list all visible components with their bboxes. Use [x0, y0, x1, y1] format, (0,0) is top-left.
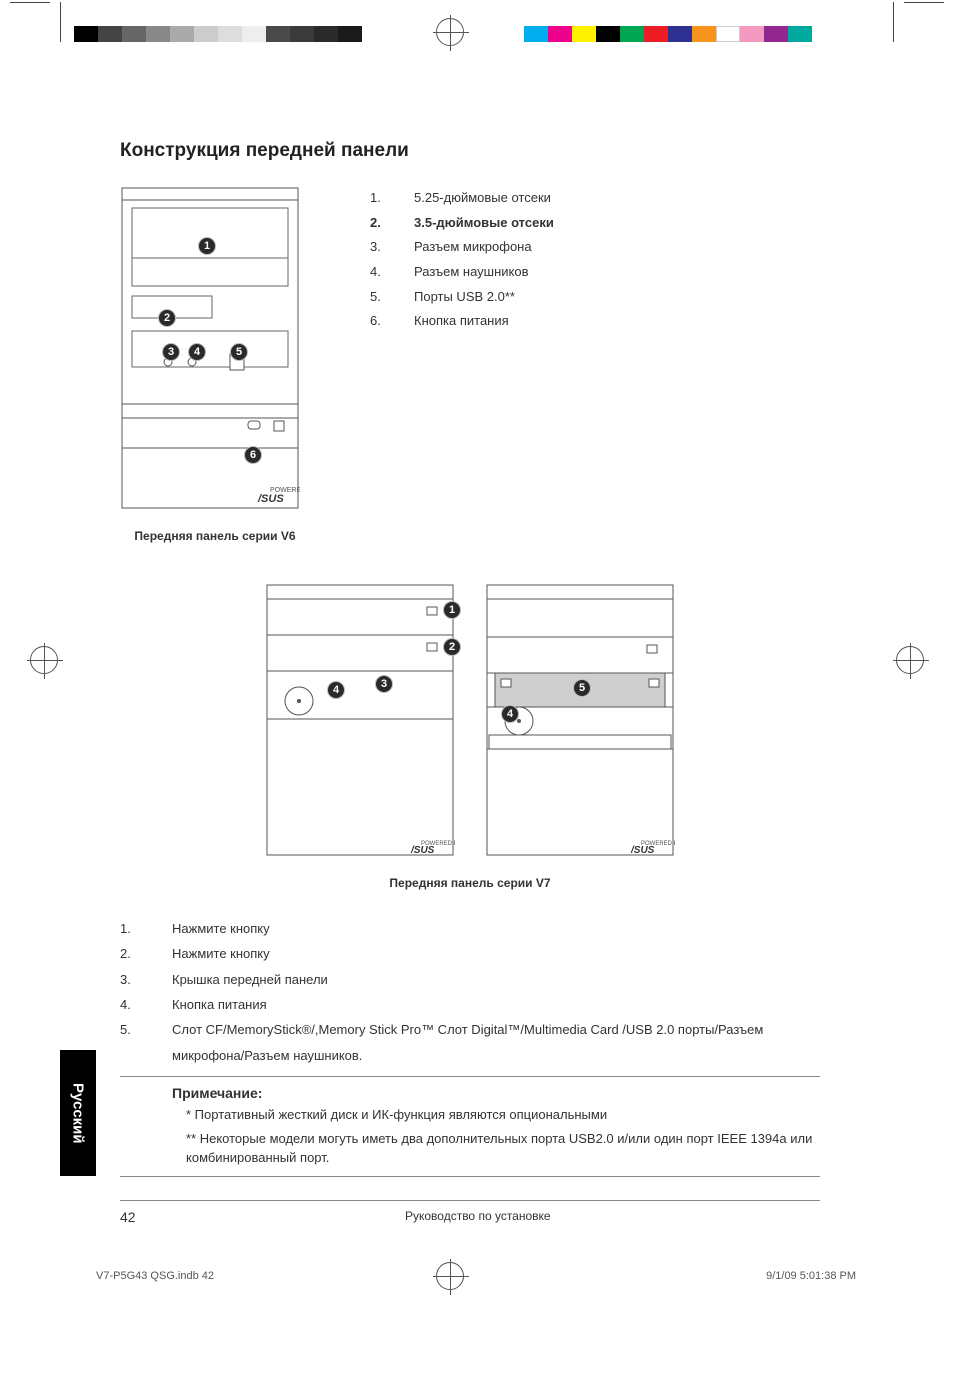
legend-item: 3.Разъем микрофона	[370, 235, 554, 260]
note-text: * Портативный жесткий диск и ИК-функция …	[172, 1105, 820, 1125]
legend-v6: 1.5.25-дюймовые отсеки2.3.5-дюймовые отс…	[370, 186, 554, 334]
legend-item: 5.Порты USB 2.0**	[370, 285, 554, 310]
note-text: ** Некоторые модели могуть иметь два доп…	[172, 1129, 820, 1168]
list-item: 5.Слот CF/MemoryStick®/,Memory Stick Pro…	[120, 1017, 820, 1068]
callout-marker: 2	[443, 638, 461, 656]
callout-marker: 1	[198, 237, 216, 255]
list-item: 1.Нажмите кнопку	[120, 916, 820, 941]
callout-marker: 5	[573, 679, 591, 697]
callout-marker: 2	[158, 309, 176, 327]
diagram-caption: Передняя панель серии V6	[120, 529, 310, 543]
divider	[120, 1076, 820, 1077]
callout-marker: 3	[162, 343, 180, 361]
crop-region	[0, 2, 954, 42]
list-item: 2.Нажмите кнопку	[120, 941, 820, 966]
callout-marker: 4	[188, 343, 206, 361]
diagram-v6: POWERED BY /SUS	[120, 186, 300, 516]
svg-text:/SUS: /SUS	[410, 845, 435, 856]
page-content: Конструкция передней панели	[120, 140, 820, 1185]
note-title: Примечание:	[172, 1085, 820, 1101]
colorbar-right	[524, 26, 812, 42]
legend-item: 6.Кнопка питания	[370, 309, 554, 334]
registration-mark-icon	[30, 646, 58, 674]
diagram-v7-left: POWERED BY /SUS	[265, 583, 455, 863]
legend-v7: 1.Нажмите кнопку2.Нажмите кнопку3.Крышка…	[120, 916, 820, 1068]
callout-marker: 4	[327, 681, 345, 699]
page-number: 42	[120, 1209, 136, 1225]
language-tab: Русский	[60, 1050, 96, 1176]
list-item: 3.Крышка передней панели	[120, 967, 820, 992]
registration-mark-icon	[896, 646, 924, 674]
diagram-v7-right: POWERED BY /SUS	[485, 583, 675, 863]
list-item: 4.Кнопка питания	[120, 992, 820, 1017]
divider	[120, 1176, 820, 1177]
callout-marker: 1	[443, 601, 461, 619]
print-meta: V7-P5G43 QSG.indb 42 9/1/09 5:01:38 PM	[96, 1270, 856, 1282]
legend-item: 4.Разъем наушников	[370, 260, 554, 285]
diagram-v6-wrapper: POWERED BY /SUS 1 2 3 4 5 6 Передняя пан…	[120, 186, 310, 543]
diagram-v7-row: POWERED BY /SUS 1 2 3 4 POWE	[120, 583, 820, 868]
colorbar-left	[74, 26, 362, 42]
footer-title: Руководство по установке	[120, 1209, 820, 1223]
page-footer: 42 Руководство по установке	[120, 1200, 820, 1225]
callout-marker: 5	[230, 343, 248, 361]
legend-item: 2.3.5-дюймовые отсеки	[370, 211, 554, 236]
registration-mark-icon	[436, 18, 464, 46]
callout-marker: 6	[244, 446, 262, 464]
svg-text:/SUS: /SUS	[257, 493, 284, 505]
diagram-caption: Передняя панель серии V7	[120, 876, 820, 890]
callout-marker: 4	[501, 705, 519, 723]
legend-item: 1.5.25-дюймовые отсеки	[370, 186, 554, 211]
callout-marker: 3	[375, 675, 393, 693]
page-title: Конструкция передней панели	[120, 140, 820, 162]
print-timestamp: 9/1/09 5:01:38 PM	[766, 1270, 856, 1282]
svg-text:/SUS: /SUS	[630, 845, 655, 856]
file-name: V7-P5G43 QSG.indb 42	[96, 1270, 214, 1282]
